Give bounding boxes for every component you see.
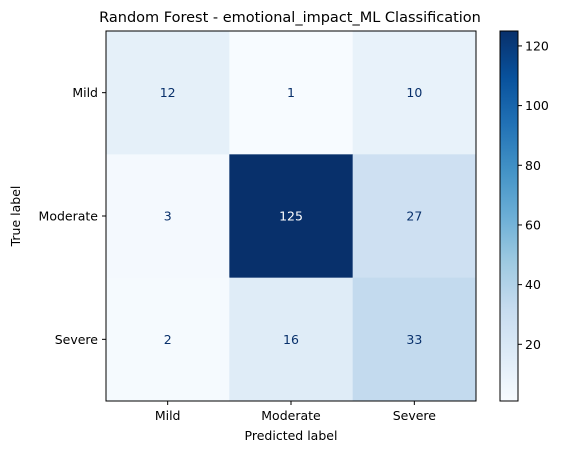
heatmap-cell xyxy=(229,31,354,155)
heatmap-cell xyxy=(352,31,477,155)
heatmap-cell-labels: 12 1 10 3 125 27 2 16 33 xyxy=(160,85,423,347)
colorbar xyxy=(499,30,519,402)
heatmap-cells xyxy=(106,31,477,402)
heatmap-cell xyxy=(229,277,354,402)
cell-value-label: 10 xyxy=(406,85,422,100)
colorbar-tick-label: 80 xyxy=(525,158,541,173)
x-tick-label: Severe xyxy=(393,408,437,423)
colorbar-tick-label: 100 xyxy=(525,98,549,113)
heatmap-cell xyxy=(229,154,354,279)
y-tick-label: Severe xyxy=(55,332,99,347)
colorbar-tick-label: 40 xyxy=(525,277,541,292)
y-axis-ticks: Mild Moderate Severe xyxy=(39,85,106,347)
y-axis-label: True label xyxy=(8,186,23,248)
colorbar-ticks: 20 40 60 80 100 120 xyxy=(518,38,549,352)
x-tick-label: Moderate xyxy=(261,408,321,423)
cell-value-label: 1 xyxy=(287,85,295,100)
colorbar-tick-label: 60 xyxy=(525,217,541,232)
chart-title: Random Forest - emotional_impact_ML Clas… xyxy=(99,10,481,26)
cell-value-label: 33 xyxy=(406,332,422,347)
x-tick-label: Mild xyxy=(155,408,181,423)
heatmap-cell xyxy=(352,277,477,402)
heatmap-cell xyxy=(106,154,230,279)
cell-value-label: 3 xyxy=(164,209,172,224)
cell-value-label: 12 xyxy=(160,85,176,100)
x-axis-ticks: Mild Moderate Severe xyxy=(155,401,436,423)
colorbar-tick-label: 120 xyxy=(525,38,549,53)
cell-value-label: 27 xyxy=(406,209,422,224)
heatmap-cell xyxy=(352,154,477,279)
cell-value-label: 16 xyxy=(283,332,299,347)
heatmap-cell xyxy=(106,31,230,155)
y-tick-label: Mild xyxy=(72,85,98,100)
cell-value-label: 125 xyxy=(279,209,303,224)
x-axis-label: Predicted label xyxy=(245,428,338,443)
heatmap-cell xyxy=(106,277,230,402)
colorbar-tick-label: 20 xyxy=(525,337,541,352)
cell-value-label: 2 xyxy=(164,332,172,347)
y-tick-label: Moderate xyxy=(39,209,99,224)
